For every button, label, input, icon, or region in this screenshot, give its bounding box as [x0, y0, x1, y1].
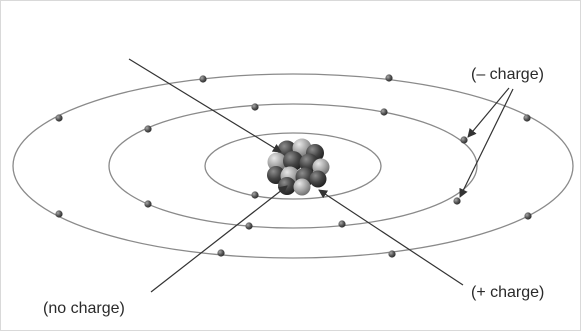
electron [144, 125, 152, 133]
electron [55, 210, 63, 218]
orbit-inner [204, 132, 382, 200]
nucleus-particle [267, 166, 285, 184]
electrons [55, 74, 532, 258]
electron [338, 220, 346, 228]
orbit-middle [108, 103, 478, 229]
electron [199, 75, 207, 83]
neutron-arrow [150, 185, 288, 293]
electron [144, 200, 152, 208]
orbit-outer [12, 73, 574, 259]
nucleus-particle [309, 170, 327, 188]
electron [460, 136, 468, 144]
proton-arrow [318, 189, 464, 286]
electron-arrow-outer [467, 87, 510, 138]
electron [245, 222, 253, 230]
electron [385, 74, 393, 82]
electron-arrow-middle [459, 88, 514, 198]
electron [55, 114, 63, 122]
pointer-lines [128, 58, 514, 293]
nucleus-particle [293, 178, 311, 196]
electron [453, 197, 461, 205]
nucleus [267, 138, 330, 196]
proton-charge-label: (+ charge) [471, 284, 545, 301]
electron-charge-label: (– charge) [471, 66, 544, 83]
nucleus-particle [283, 151, 303, 171]
electron [217, 249, 225, 257]
electron [380, 108, 388, 116]
nucleus-particle [267, 152, 287, 172]
neutron-charge-label: (no charge) [43, 300, 125, 317]
electron [523, 114, 531, 122]
electron [388, 250, 396, 258]
electron [524, 212, 532, 220]
electron [251, 103, 259, 111]
electron [251, 191, 259, 199]
nucleus-arrow [128, 58, 282, 153]
orbits [12, 73, 574, 259]
